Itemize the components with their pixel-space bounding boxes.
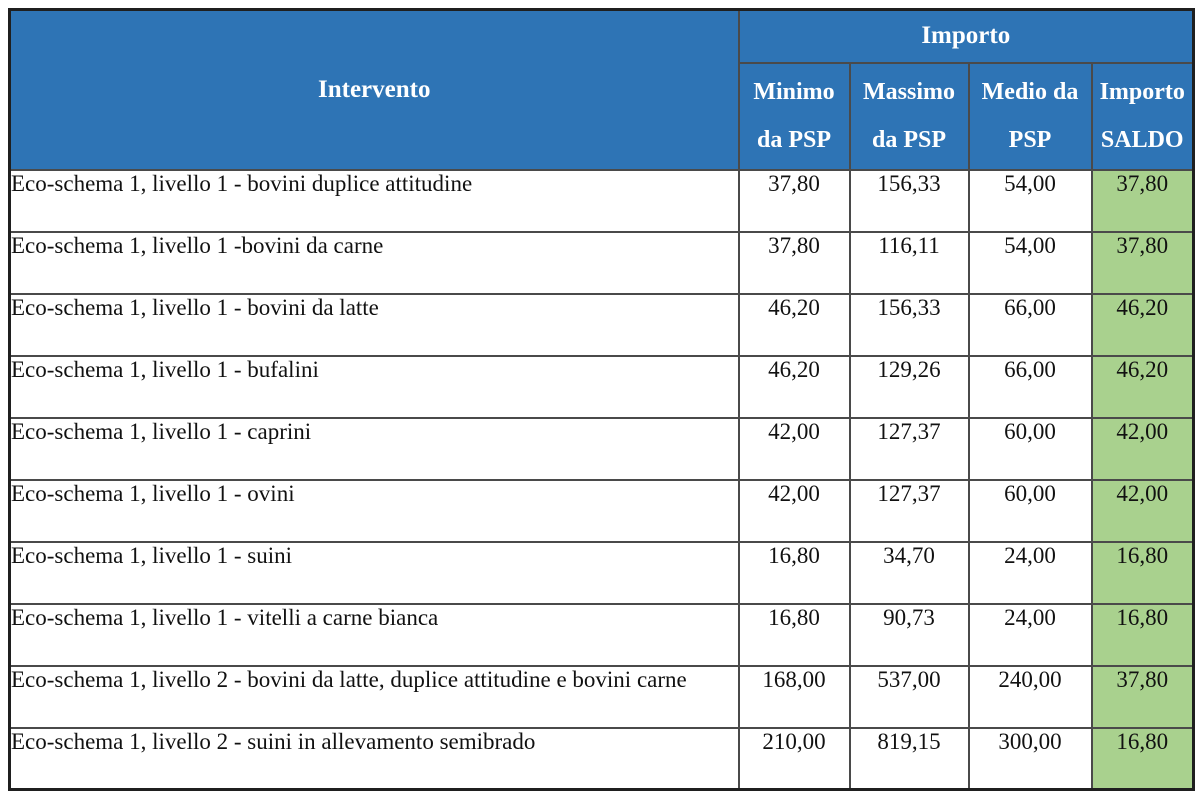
header-row-sub: Minimo da PSP Massimo da PSP Medio da PS… bbox=[10, 61, 1195, 171]
column-group-header-importo: Importo bbox=[737, 8, 1195, 64]
table-row: Eco-schema 1, livello 1 - caprini 42,00 12… bbox=[8, 416, 1195, 481]
cell-minimo-da-psp: 42,00 bbox=[737, 416, 851, 481]
cell-importo-saldo: 37,80 bbox=[1090, 230, 1195, 295]
table-body: Eco-schema 1, livello 1 - bovini duplice… bbox=[8, 168, 1195, 791]
cell-minimo-da-psp: 46,20 bbox=[737, 354, 851, 419]
cell-massimo-da-psp: 156,33 bbox=[848, 168, 970, 233]
cell-minimo-da-psp: 16,80 bbox=[737, 602, 851, 667]
cell-intervento: Eco-schema 1, livello 1 - caprini bbox=[8, 416, 740, 481]
header-line: Importo bbox=[1099, 79, 1185, 105]
column-header-intervento: Intervento bbox=[8, 8, 740, 171]
cell-medio-da-psp: 60,00 bbox=[967, 478, 1093, 543]
header-line: da PSP bbox=[756, 127, 831, 153]
cell-massimo-da-psp: 34,70 bbox=[848, 540, 970, 605]
cell-minimo-da-psp: 46,20 bbox=[737, 292, 851, 357]
column-header-importo-saldo: Importo SALDO bbox=[1090, 61, 1195, 171]
cell-intervento: Eco-schema 1, livello 1 -bovini da carne bbox=[8, 230, 740, 295]
cell-massimo-da-psp: 116,11 bbox=[848, 230, 970, 295]
cell-importo-saldo: 46,20 bbox=[1090, 292, 1195, 357]
cell-intervento: Eco-schema 1, livello 2 - bovini da latt… bbox=[8, 664, 740, 729]
table-row: Eco-schema 1, livello 1 - ovini 42,00 127,… bbox=[8, 478, 1195, 543]
cell-intervento: Eco-schema 1, livello 1 - bovini da latt… bbox=[8, 292, 740, 357]
cell-minimo-da-psp: 37,80 bbox=[737, 168, 851, 233]
cell-medio-da-psp: 66,00 bbox=[967, 292, 1093, 357]
header-line: PSP bbox=[1008, 127, 1052, 153]
cell-medio-da-psp: 300,00 bbox=[967, 726, 1093, 791]
column-header-minimo-da-psp: Minimo da PSP bbox=[737, 61, 851, 171]
cell-medio-da-psp: 240,00 bbox=[967, 664, 1093, 729]
cell-medio-da-psp: 24,00 bbox=[967, 540, 1093, 605]
cell-intervento: Eco-schema 1, livello 2 - suini in allev… bbox=[8, 726, 740, 791]
header-line: Medio da bbox=[981, 79, 1079, 105]
cell-intervento: Eco-schema 1, livello 1 - bovini duplice… bbox=[8, 168, 740, 233]
cell-importo-saldo: 37,80 bbox=[1090, 168, 1195, 233]
table-row: Eco-schema 1, livello 1 - bufalini 46,20 1… bbox=[8, 354, 1195, 419]
cell-medio-da-psp: 24,00 bbox=[967, 602, 1093, 667]
table-row: Eco-schema 1, livello 1 -bovini da carne… bbox=[8, 230, 1195, 295]
cell-minimo-da-psp: 16,80 bbox=[737, 540, 851, 605]
column-header-medio-da-psp: Medio da PSP bbox=[967, 61, 1093, 171]
table-row: Eco-schema 1, livello 1 - suini 16,80 34,7… bbox=[8, 540, 1195, 605]
cell-minimo-da-psp: 168,00 bbox=[737, 664, 851, 729]
cell-importo-saldo: 42,00 bbox=[1090, 416, 1195, 481]
cell-minimo-da-psp: 37,80 bbox=[737, 230, 851, 295]
cell-minimo-da-psp: 210,00 bbox=[737, 726, 851, 791]
cell-minimo-da-psp: 42,00 bbox=[737, 478, 851, 543]
table-row: Eco-schema 1, livello 2 - suini in allev… bbox=[8, 726, 1195, 791]
cell-importo-saldo: 37,80 bbox=[1090, 664, 1195, 729]
cell-massimo-da-psp: 129,26 bbox=[848, 354, 970, 419]
cell-intervento: Eco-schema 1, livello 1 - suini bbox=[8, 540, 740, 605]
cell-massimo-da-psp: 819,15 bbox=[848, 726, 970, 791]
table-row: Eco-schema 1, livello 1 - bovini da latt… bbox=[8, 292, 1195, 357]
cell-massimo-da-psp: 90,73 bbox=[848, 602, 970, 667]
header-line: da PSP bbox=[871, 127, 946, 153]
table-row: Eco-schema 1, livello 2 - bovini da latt… bbox=[8, 664, 1195, 729]
cell-medio-da-psp: 54,00 bbox=[967, 168, 1093, 233]
document-table-container: Intervento Importo Minimo da PSP Massimo… bbox=[8, 8, 1196, 791]
cell-importo-saldo: 16,80 bbox=[1090, 726, 1195, 791]
header-row-group: Intervento Importo bbox=[8, 8, 1195, 171]
table-row: Eco-schema 1, livello 1 - vitelli a carn… bbox=[8, 602, 1195, 667]
cell-medio-da-psp: 66,00 bbox=[967, 354, 1093, 419]
cell-massimo-da-psp: 127,37 bbox=[848, 416, 970, 481]
importi-table: Intervento Importo Minimo da PSP Massimo… bbox=[8, 8, 1196, 791]
cell-intervento: Eco-schema 1, livello 1 - ovini bbox=[8, 478, 740, 543]
cell-importo-saldo: 46,20 bbox=[1090, 354, 1195, 419]
table-row: Eco-schema 1, livello 1 - bovini duplice… bbox=[8, 168, 1195, 233]
cell-intervento: Eco-schema 1, livello 1 - vitelli a carn… bbox=[8, 602, 740, 667]
cell-medio-da-psp: 60,00 bbox=[967, 416, 1093, 481]
cell-importo-saldo: 16,80 bbox=[1090, 540, 1195, 605]
cell-massimo-da-psp: 537,00 bbox=[848, 664, 970, 729]
column-header-massimo-da-psp: Massimo da PSP bbox=[848, 61, 970, 171]
header-line: Massimo bbox=[863, 79, 955, 105]
cell-importo-saldo: 42,00 bbox=[1090, 478, 1195, 543]
cell-massimo-da-psp: 127,37 bbox=[848, 478, 970, 543]
cell-importo-saldo: 16,80 bbox=[1090, 602, 1195, 667]
header-line: Minimo bbox=[753, 79, 835, 105]
cell-medio-da-psp: 54,00 bbox=[967, 230, 1093, 295]
cell-intervento: Eco-schema 1, livello 1 - bufalini bbox=[8, 354, 740, 419]
cell-massimo-da-psp: 156,33 bbox=[848, 292, 970, 357]
header-line: SALDO bbox=[1100, 127, 1184, 153]
